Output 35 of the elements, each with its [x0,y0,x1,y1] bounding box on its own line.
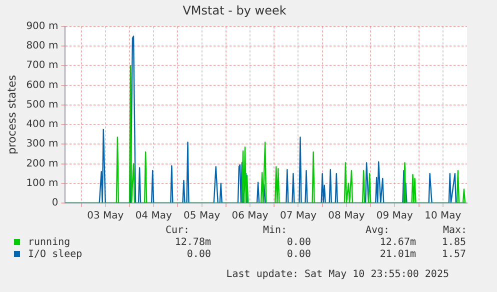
y-tick-label: 300 m [26,138,58,150]
y-tick-label: 400 m [26,119,58,130]
y-axis-title: process states [5,74,18,154]
x-tick-label: 10 May [424,210,462,222]
x-tick-label: 08 May [328,210,365,222]
x-tick-label: 09 May [376,210,414,222]
y-tick-label: 900 m [26,20,58,32]
y-tick-label: 200 m [26,158,58,170]
x-tick-label: 06 May [232,210,268,222]
y-tick-label: 700 m [26,60,58,72]
text: 12.78m [174,236,212,248]
chart-title: VMstat - by week [182,3,286,18]
y-tick-label: 600 m [26,80,58,91]
text: 1.85 [440,236,467,248]
text: Min: [262,224,288,236]
y-tick-label: 800 m [26,40,58,52]
text: Last update: Sat May 10 23:55:00 2025 [226,269,449,280]
y-tick-label: 100 m [26,178,58,189]
x-tick-label: 05 May [184,210,220,222]
text: Avg: [364,224,391,236]
text: 0.00 [186,248,212,260]
text: 0.00 [286,236,312,248]
text: 21.01m [378,248,417,260]
legend-label: running [28,236,70,248]
y-tick-label: 0 [52,198,58,209]
text: Max: [442,224,468,236]
text: Cur: [164,224,191,236]
text: 12.67m [378,236,417,248]
x-tick-label: 03 May [87,210,124,222]
legend-label: I/O sleep [28,248,82,260]
text: 0.00 [286,248,312,260]
x-tick-label: 07 May [280,210,317,222]
text: 1.57 [440,248,467,260]
y-tick-label: 500 m [26,99,58,110]
x-tick-label: 04 May [135,210,172,222]
